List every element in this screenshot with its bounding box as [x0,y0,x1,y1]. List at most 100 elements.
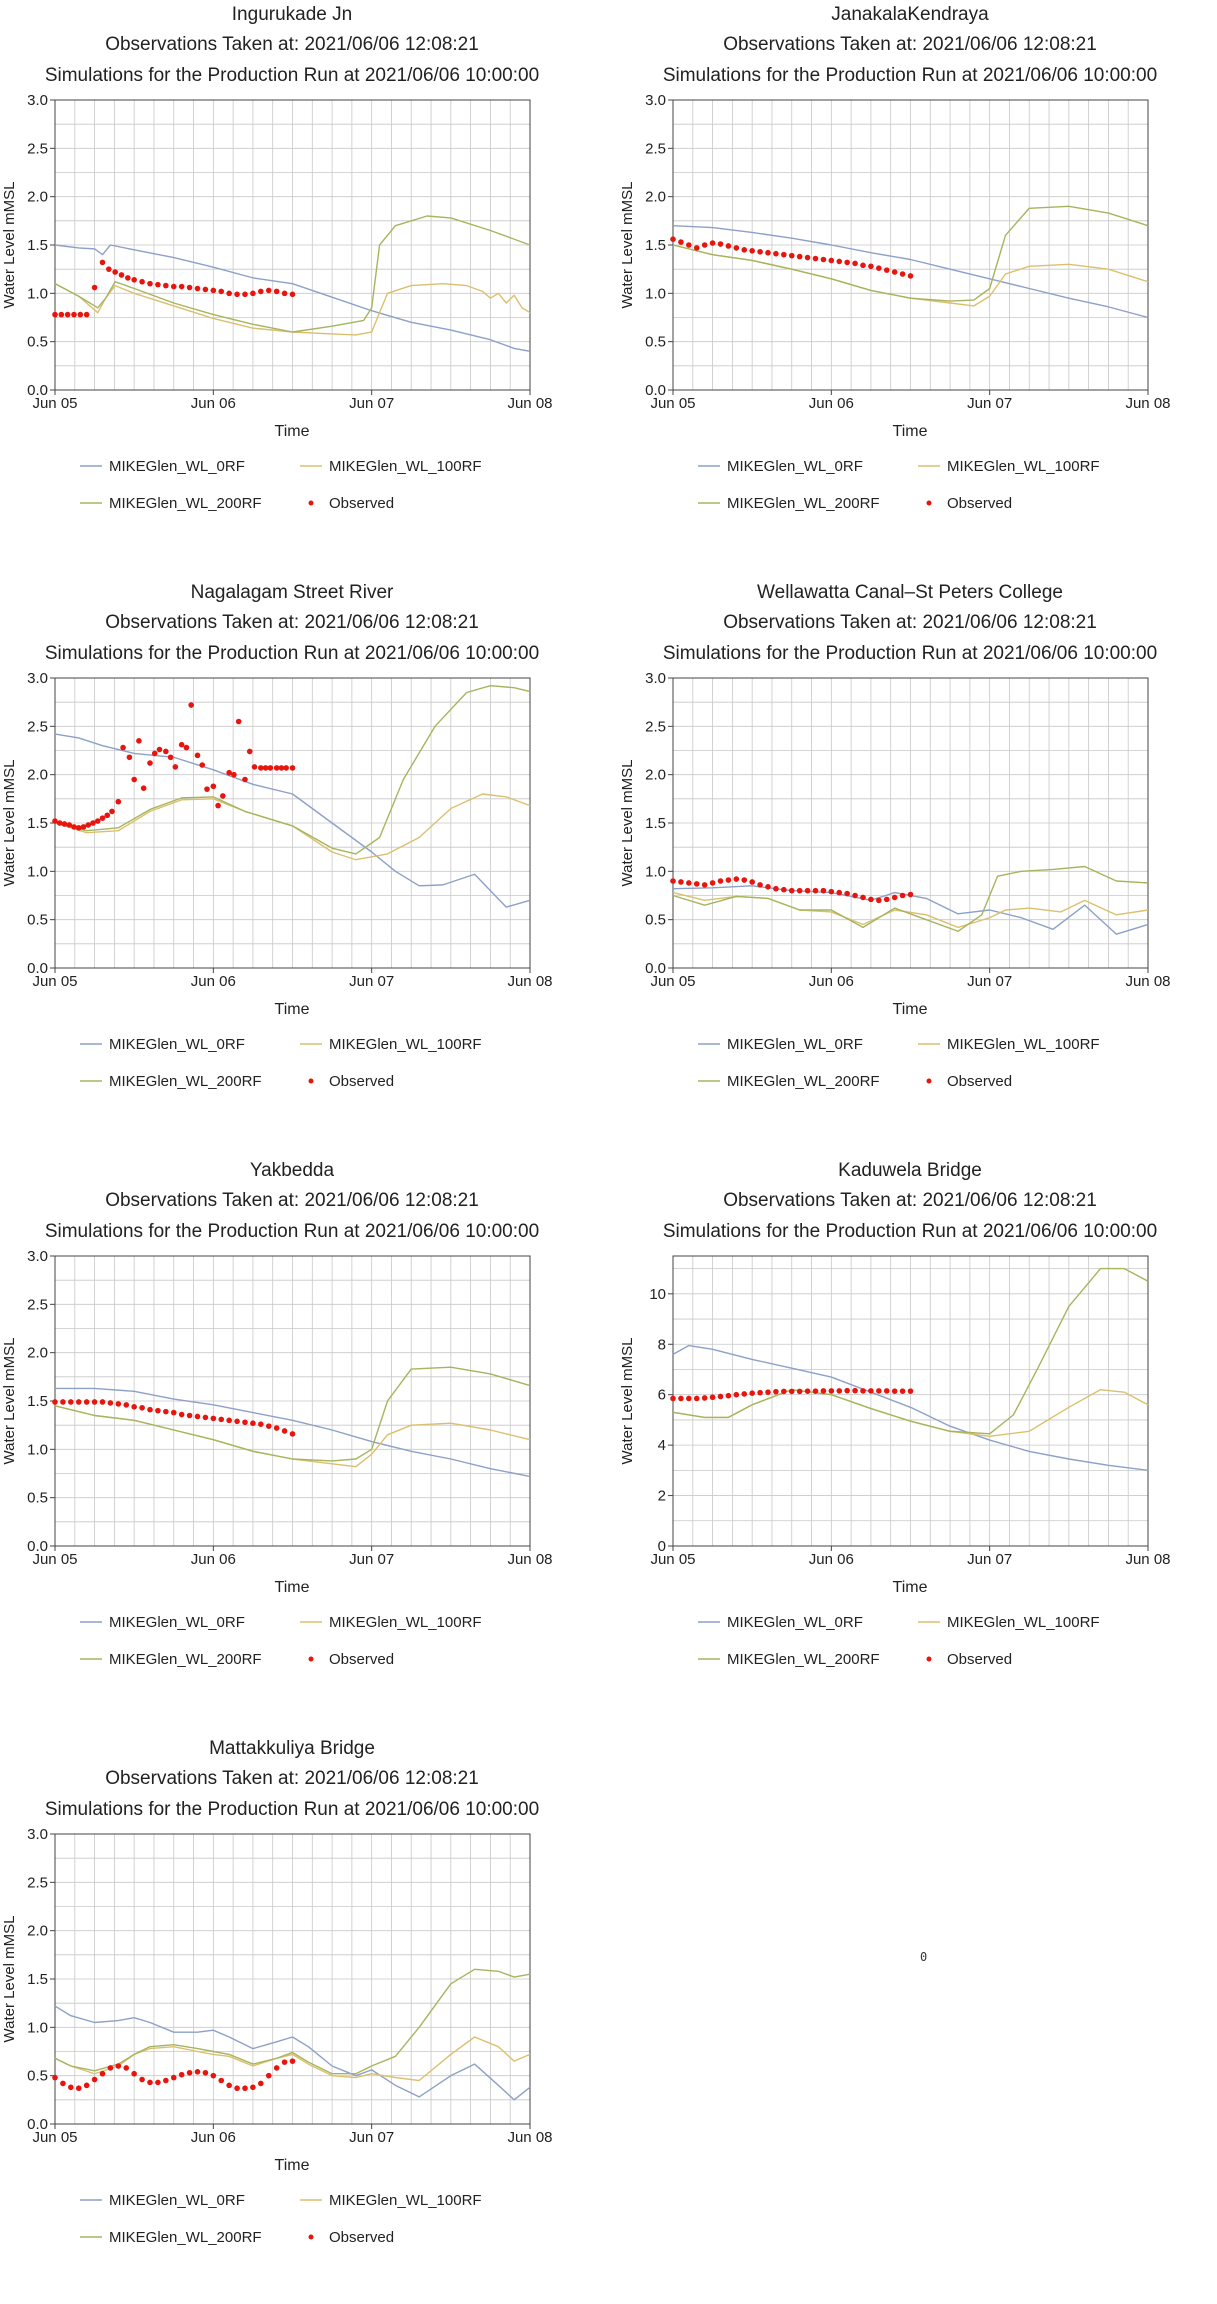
x-axis-label: Time [275,2157,310,2174]
series-MIKEGlen_WL_200RF [672,865,1149,932]
observed-point [289,291,296,298]
series-MIKEGlen_WL_200RF [672,205,1149,302]
observed-point [172,764,179,770]
observed-point [796,1388,803,1395]
chart-panel: Kaduwela Bridge Observations Taken at: 20… [618,1156,1217,1726]
observed-point [757,882,763,888]
observed-point [131,776,137,783]
chart-subtitle-observations: Observations Taken at: 2021/06/06 12:08:… [723,612,1097,633]
y-tick-label: 3.0 [645,670,666,687]
series-MIKEGlen_WL_100RF [54,282,531,336]
observed-point [231,771,237,778]
observed-point [278,765,285,771]
observed-point [250,290,256,297]
x-tick-label: Jun 07 [349,395,394,412]
observed-point [151,750,158,757]
observed-point [725,1392,732,1399]
observed-point [749,248,755,254]
observed-point [202,2069,209,2076]
observed-point [215,802,221,809]
legend-marker-observed [308,1078,314,1084]
observed-point [836,258,843,265]
observed-point [844,259,850,266]
chart-svg: Nagalagam Street River Observations Taken… [1,582,553,1090]
chart-panel: Wellawatta Canal–St Peters College Observ… [618,578,1217,1148]
y-tick-label: 0.0 [27,382,48,399]
observed-point [670,236,676,242]
x-tick-label: Jun 07 [349,973,394,990]
observed-point [717,1393,724,1400]
observed-point [52,311,58,318]
observed-point [136,738,142,744]
observed-point [868,896,874,903]
y-tick-label: 1.5 [645,815,666,832]
legend-label: Observed [947,495,1012,512]
legend-label: MIKEGlen_WL_0RF [109,1614,245,1631]
observed-point [686,880,692,886]
observed-point [701,1395,708,1401]
observed-point [83,2082,90,2089]
observed-point [220,793,226,799]
observed-point [717,878,724,884]
y-axis-label: Water Level mMSL [619,760,636,887]
observed-point [71,824,77,830]
chart-title: JanakalaKendraya [831,4,989,25]
chart-subtitle-simulations: Simulations for the Production Run at 20… [45,1221,539,1242]
observed-point [836,1388,843,1394]
observed-point [891,269,898,275]
y-tick-label: 2.5 [27,140,48,157]
series-MIKEGlen_WL_0RF [54,733,531,908]
observed-point [812,1388,819,1394]
observed-point [226,290,232,297]
chart-svg: Mattakkuliya Bridge Observations Taken at… [1,1738,553,2246]
series-line [54,733,531,908]
x-tick-label: Jun 06 [191,395,236,412]
observed-point [828,888,835,895]
observed-point [265,1423,272,1429]
observed-point [218,288,225,295]
observed-point [66,822,73,828]
observed-point [242,291,248,298]
observed-point [246,748,253,755]
series-line [672,865,1149,932]
y-axis-label: Water Level mMSL [1,760,18,887]
y-tick-label: 1.0 [645,863,666,880]
legend-label: Observed [947,1073,1012,1090]
observed-point [686,242,692,248]
legend-label: Observed [329,1651,394,1668]
chart-title: Yakbedda [250,1160,335,1181]
observed-point [891,894,898,901]
x-axis-label: Time [275,1001,310,1018]
series-line [54,793,531,861]
empty-panel-text: 0 [920,1950,928,1964]
observed-point [140,785,147,791]
observed-point [883,1388,890,1394]
y-tick-label: 0.5 [27,334,48,351]
legend: MIKEGlen_WL_0RF MIKEGlen_WL_100RF MIKEGlen… [80,458,482,512]
chart-svg: Wellawatta Canal–St Peters College Observ… [619,582,1171,1090]
observed-point [876,1388,882,1394]
observed-point [273,2065,280,2071]
observed-point [210,287,217,294]
chart-svg: Yakbedda Observations Taken at: 2021/06/0… [1,1160,553,1668]
y-tick-label: 0.0 [645,382,666,399]
observed-point [147,280,153,287]
observed-point [120,744,126,751]
legend-marker-observed [308,2234,314,2240]
observed-point [836,889,843,896]
x-axis-label: Time [275,1579,310,1596]
y-tick-label: 0.0 [27,2116,48,2133]
observed-point [891,1388,898,1394]
chart-panel: Mattakkuliya Bridge Observations Taken at… [0,1734,600,2304]
observed-point [71,311,77,318]
y-tick-label: 1.0 [27,863,48,880]
legend: MIKEGlen_WL_0RF MIKEGlen_WL_100RF MIKEGlen… [80,2192,482,2246]
y-tick-label: 1.0 [27,285,48,302]
observed-point [155,1407,161,1414]
series-MIKEGlen_WL_0RF [54,244,531,353]
observed-point [178,1411,185,1418]
x-tick-label: Jun 08 [1125,1551,1170,1568]
series-line [55,1387,531,1478]
observed-point [186,1412,193,1419]
observed-point [820,256,827,263]
